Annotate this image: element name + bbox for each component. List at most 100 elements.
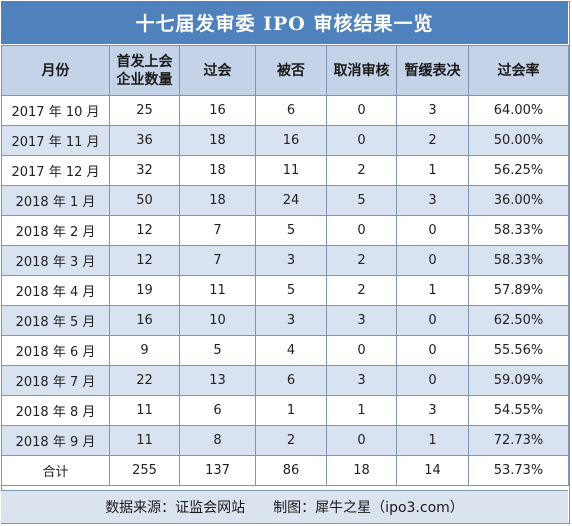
cell-cancelled: 2 (326, 155, 397, 186)
cell-month: 2018 年 3 月 (1, 245, 110, 276)
cell-passed: 8 (179, 425, 256, 456)
table-row: 2018 年 3 月 12 7 3 2 0 58.33% (1, 245, 569, 276)
cell-month: 2018 年 4 月 (1, 275, 110, 306)
total-postponed: 14 (396, 455, 469, 486)
cell-postponed: 0 (396, 365, 469, 396)
cell-rejected: 5 (255, 275, 327, 306)
table-row: 2018 年 4 月 19 11 5 2 1 57.89% (1, 275, 569, 306)
cell-rejected: 16 (255, 125, 327, 156)
cell-rejected: 3 (255, 305, 327, 336)
cell-rejected: 5 (255, 215, 327, 246)
cell-postponed: 1 (396, 425, 469, 456)
header-row: 月份 首发上会企业数量 过会 被否 取消审核 暂缓表决 过会率 (1, 45, 569, 96)
cell-rejected: 2 (255, 425, 327, 456)
cell-cancelled: 1 (326, 395, 397, 426)
cell-postponed: 0 (396, 305, 469, 336)
cell-rate: 36.00% (468, 185, 569, 216)
cell-postponed: 3 (396, 185, 469, 216)
cell-month: 2018 年 7 月 (1, 365, 110, 396)
cell-cancelled: 5 (326, 185, 397, 216)
cell-rate: 50.00% (468, 125, 569, 156)
cell-month: 2017 年 11 月 (1, 125, 110, 156)
cell-firms: 22 (109, 365, 180, 396)
cell-passed: 18 (179, 185, 256, 216)
table-row: 2018 年 7 月 22 13 6 3 0 59.09% (1, 365, 569, 396)
credit-note: 制图：犀牛之星（ipo3.com） (273, 500, 464, 516)
total-rejected: 86 (255, 455, 327, 486)
cell-postponed: 3 (396, 395, 469, 426)
cell-postponed: 0 (396, 335, 469, 366)
cell-firms: 19 (109, 275, 180, 306)
total-rate: 53.73% (468, 455, 569, 486)
cell-rejected: 3 (255, 245, 327, 276)
cell-rejected: 4 (255, 335, 327, 366)
cell-firms: 11 (109, 395, 180, 426)
cell-rejected: 6 (255, 365, 327, 396)
table-row: 2017 年 11 月 36 18 16 0 2 50.00% (1, 125, 569, 156)
cell-firms: 36 (109, 125, 180, 156)
header-rejected: 被否 (255, 45, 327, 96)
header-month: 月份 (1, 45, 110, 96)
cell-firms: 11 (109, 425, 180, 456)
cell-postponed: 3 (396, 95, 469, 126)
cell-firms: 12 (109, 215, 180, 246)
cell-passed: 7 (179, 215, 256, 246)
cell-passed: 16 (179, 95, 256, 126)
cell-rate: 57.89% (468, 275, 569, 306)
cell-cancelled: 0 (326, 335, 397, 366)
cell-month: 2017 年 10 月 (1, 95, 110, 126)
cell-month: 2018 年 2 月 (1, 215, 110, 246)
cell-rate: 62.50% (468, 305, 569, 336)
cell-month: 2018 年 9 月 (1, 425, 110, 456)
cell-cancelled: 3 (326, 365, 397, 396)
cell-firms: 32 (109, 155, 180, 186)
cell-rejected: 1 (255, 395, 327, 426)
cell-rejected: 11 (255, 155, 327, 186)
cell-firms: 50 (109, 185, 180, 216)
cell-postponed: 1 (396, 275, 469, 306)
header-rate: 过会率 (468, 45, 569, 96)
cell-passed: 18 (179, 155, 256, 186)
cell-postponed: 1 (396, 155, 469, 186)
table-row: 2018 年 6 月 9 5 4 0 0 55.56% (1, 335, 569, 366)
cell-rejected: 6 (255, 95, 327, 126)
cell-passed: 10 (179, 305, 256, 336)
cell-cancelled: 0 (326, 425, 397, 456)
cell-month: 2018 年 6 月 (1, 335, 110, 366)
cell-cancelled: 0 (326, 215, 397, 246)
table-row: 2018 年 1 月 50 18 24 5 3 36.00% (1, 185, 569, 216)
total-passed: 137 (179, 455, 256, 486)
cell-month: 2018 年 8 月 (1, 395, 110, 426)
cell-passed: 13 (179, 365, 256, 396)
header-firms: 首发上会企业数量 (109, 45, 180, 96)
cell-cancelled: 2 (326, 245, 397, 276)
table-row: 2018 年 9 月 11 8 2 0 1 72.73% (1, 425, 569, 456)
header-postponed: 暂缓表决 (396, 45, 469, 96)
cell-rate: 56.25% (468, 155, 569, 186)
cell-passed: 11 (179, 275, 256, 306)
cell-rate: 72.73% (468, 425, 569, 456)
cell-rate: 58.33% (468, 215, 569, 246)
table-row: 2017 年 10 月 25 16 6 0 3 64.00% (1, 95, 569, 126)
table-row: 2018 年 8 月 11 6 1 1 3 54.55% (1, 395, 569, 426)
cell-firms: 9 (109, 335, 180, 366)
cell-passed: 7 (179, 245, 256, 276)
cell-passed: 5 (179, 335, 256, 366)
cell-postponed: 0 (396, 215, 469, 246)
cell-rejected: 24 (255, 185, 327, 216)
table-row: 2018 年 2 月 12 7 5 0 0 58.33% (1, 215, 569, 246)
cell-month: 2018 年 5 月 (1, 305, 110, 336)
cell-firms: 16 (109, 305, 180, 336)
cell-rate: 55.56% (468, 335, 569, 366)
cell-postponed: 2 (396, 125, 469, 156)
cell-rate: 54.55% (468, 395, 569, 426)
cell-passed: 18 (179, 125, 256, 156)
cell-cancelled: 0 (326, 95, 397, 126)
cell-firms: 25 (109, 95, 180, 126)
total-label: 合计 (1, 455, 110, 486)
source-note: 数据来源：证监会网站 (105, 500, 246, 516)
ipo-review-table: 月份 首发上会企业数量 过会 被否 取消审核 暂缓表决 过会率 2017 年 1… (1, 45, 569, 486)
header-passed: 过会 (179, 45, 256, 96)
cell-rate: 59.09% (468, 365, 569, 396)
cell-passed: 6 (179, 395, 256, 426)
